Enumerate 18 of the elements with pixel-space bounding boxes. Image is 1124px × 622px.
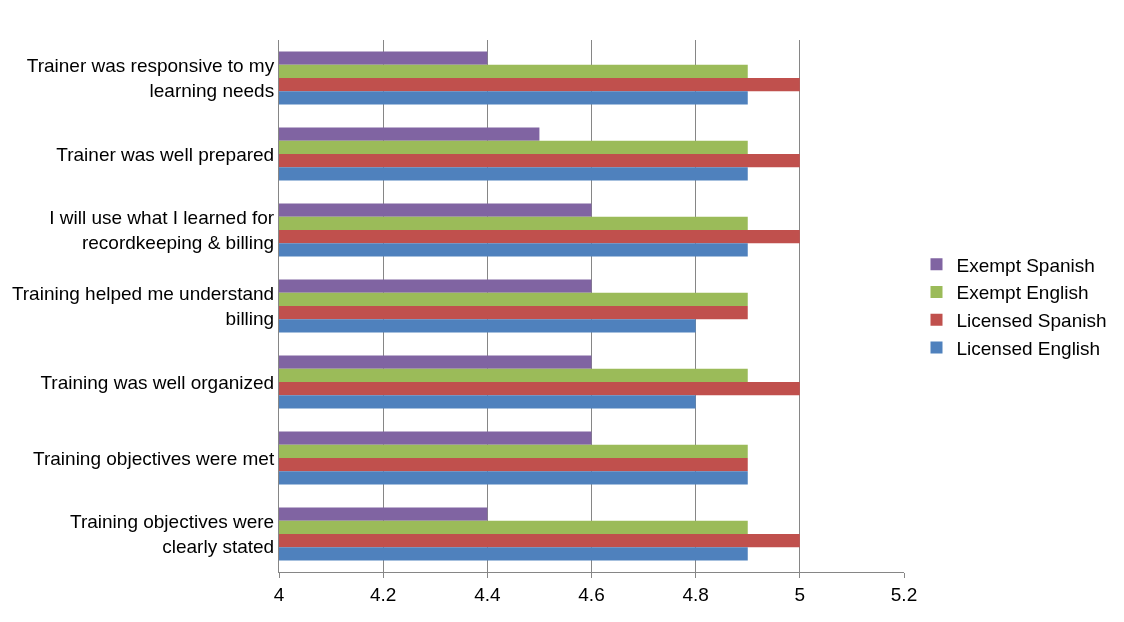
legend-label: Licensed English xyxy=(956,337,1101,359)
x-tick-label: 4.4 xyxy=(474,583,501,605)
y-tick-label: Training helped me understand billing xyxy=(11,283,275,329)
x-tick-label: 5.2 xyxy=(890,583,918,605)
legend-label: Exempt Spanish xyxy=(956,254,1095,276)
y-tick-label: Trainer was well prepared xyxy=(56,143,275,165)
x-tick-label: 4.2 xyxy=(369,583,397,605)
x-tick-label: 5 xyxy=(794,583,806,605)
y-tick-label: Training objectives were met xyxy=(33,447,275,469)
y-tick-label: I will use what I learned for recordkeeping & billing xyxy=(49,207,275,253)
x-tick-label: 4.8 xyxy=(682,583,709,605)
legend-label: Exempt English xyxy=(956,282,1089,304)
x-tick-label: 4.6 xyxy=(578,583,605,605)
legend-label: Licensed Spanish xyxy=(956,310,1107,332)
y-tick-label: Trainer was responsive to my learning needs xyxy=(26,55,275,101)
y-tick-label: Training objectives were clearly stated xyxy=(70,511,275,557)
x-tick-label: 4 xyxy=(273,583,285,605)
y-tick-label: Training was well organized xyxy=(40,371,275,393)
